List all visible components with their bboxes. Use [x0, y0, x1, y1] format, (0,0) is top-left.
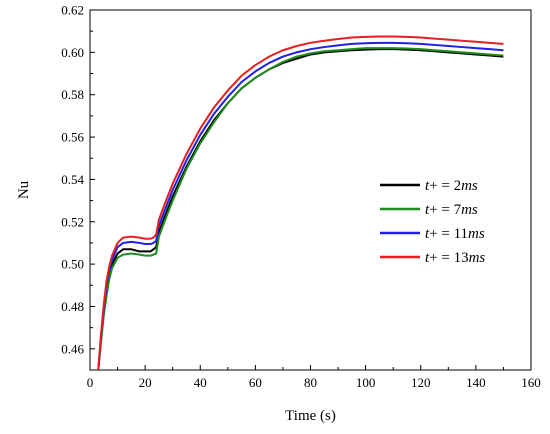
legend-label: t+ = 7ms: [425, 202, 478, 218]
y-tick-label: 0.54: [61, 172, 84, 187]
x-tick-label: 0: [87, 375, 94, 390]
y-axis: 0.46 0.48 0.50 0.52 0.54 0.56 0.58 0.60 0.62: [61, 3, 95, 371]
x-tick-label: 40: [194, 375, 207, 390]
y-tick-label: 0.62: [61, 3, 84, 18]
legend-label: t+ = 13ms: [425, 250, 485, 266]
x-tick-label: 140: [466, 375, 486, 390]
series-lines: [97, 35, 504, 370]
series-line-2: [97, 41, 504, 370]
x-tick-label: 60: [249, 375, 262, 390]
x-tick-label: 100: [356, 375, 376, 390]
x-axis: 0 20 40 60 80 100 120 140 160: [87, 365, 541, 390]
y-tick-label: 0.50: [61, 257, 84, 272]
y-axis-label: Nu: [16, 180, 32, 199]
x-axis-label: Time (s): [285, 408, 336, 424]
legend-label: t+ = 11ms: [425, 226, 485, 242]
y-tick-label: 0.46: [61, 341, 84, 356]
x-tick-label: 120: [411, 375, 431, 390]
y-tick-label: 0.48: [61, 299, 84, 314]
y-tick-label: 0.60: [61, 45, 84, 60]
y-tick-label: 0.52: [61, 214, 84, 229]
legend: t+ = 2ms t+ = 7ms t+ = 11ms t+ = 13ms: [380, 178, 485, 266]
x-tick-label: 160: [521, 375, 541, 390]
y-tick-label: 0.58: [61, 87, 84, 102]
series-line-3: [97, 35, 504, 370]
x-tick-label: 20: [139, 375, 152, 390]
y-tick-label: 0.56: [61, 130, 84, 145]
legend-label: t+ = 2ms: [425, 178, 478, 194]
x-tick-label: 80: [304, 375, 317, 390]
series-line-1: [97, 47, 504, 370]
